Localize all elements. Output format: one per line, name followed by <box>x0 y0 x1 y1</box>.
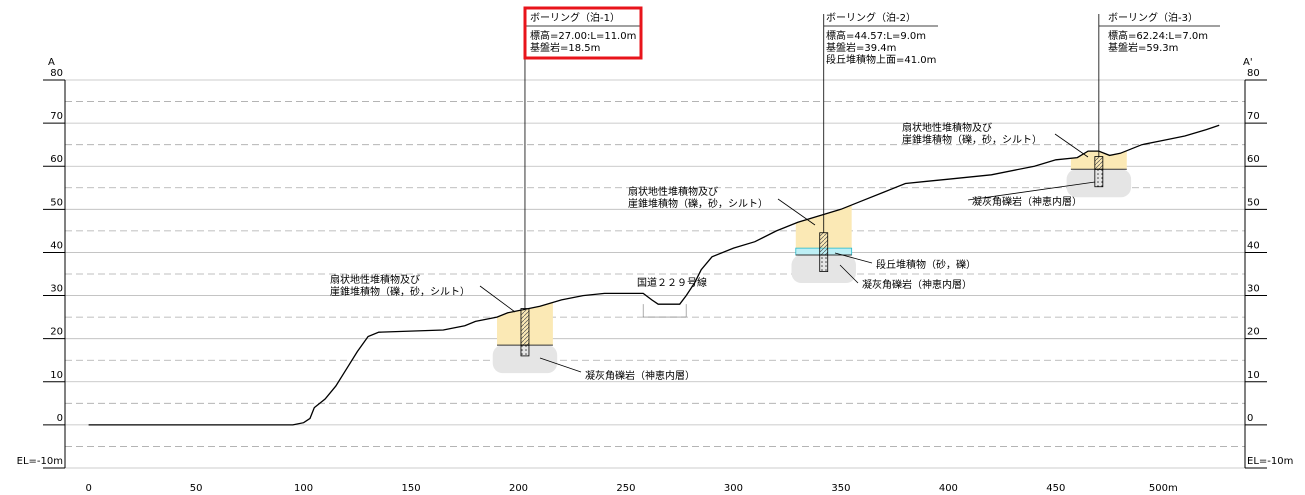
y-tick-label-right: 40 <box>1247 240 1260 251</box>
borehole-upper <box>520 308 530 346</box>
borehole-info: 基盤岩=39.4m <box>826 41 896 54</box>
label-leader <box>967 181 1096 201</box>
geology-label: 国道２２９号線 <box>637 276 707 289</box>
y-tick-label: 70 <box>50 111 63 122</box>
geology-label: 崖錐堆積物（礫，砂，シルト） <box>330 285 470 298</box>
y-tick-label-right: 60 <box>1247 154 1260 165</box>
y-tick-label: 60 <box>50 154 63 165</box>
y-tick-label: 0 <box>57 413 63 424</box>
x-tick-label: 50 <box>190 483 203 494</box>
x-tick-label: 0 <box>85 483 91 494</box>
borehole-info: 段丘堆積物上面=41.0m <box>826 53 936 66</box>
x-tick-label: 100 <box>294 483 313 494</box>
borehole-info: 標高=62.24:L=7.0m <box>1108 29 1208 42</box>
y-tick-label: EL=-10m <box>17 456 63 467</box>
y-tick-label-right: 30 <box>1247 284 1260 295</box>
y-tick-label-right: 50 <box>1247 197 1260 208</box>
x-tick-label: 200 <box>509 483 528 494</box>
y-tick-label: 40 <box>50 240 63 251</box>
label-leader <box>839 264 859 284</box>
x-tick-label: 150 <box>402 483 421 494</box>
borehole-lower <box>520 344 530 357</box>
label-leader <box>479 285 516 313</box>
y-tick-label: 10 <box>50 370 63 381</box>
geology-label: 扇状地性堆積物及び <box>902 121 992 134</box>
y-tick-label-right: 0 <box>1247 413 1253 424</box>
section-end: A' <box>1243 57 1253 68</box>
geology-label: 崖錐堆積物（礫，砂，シルト） <box>902 133 1042 146</box>
terrain-profile <box>88 124 1220 426</box>
borehole-info: 基盤岩=59.3m <box>1108 41 1178 54</box>
x-tick-label: 300 <box>724 483 743 494</box>
y-tick-label: 30 <box>50 284 63 295</box>
geology-label: 扇状地性堆積物及び <box>628 185 718 198</box>
geology-label: 凝灰角礫岩（神恵内層） <box>585 369 695 382</box>
x-tick-label: 250 <box>616 483 635 494</box>
label-leader <box>539 357 582 373</box>
x-tick-label: 400 <box>939 483 958 494</box>
label-leader <box>1054 133 1089 158</box>
borehole-info: 標高=44.57:L=9.0m <box>826 29 926 42</box>
borehole-title: ボーリング（泊-1） <box>530 11 620 24</box>
geology-label: 崖錐堆積物（礫，砂，シルト） <box>628 197 768 210</box>
geology-label: 段丘堆積物（砂，礫） <box>876 258 976 271</box>
y-tick-label-right: 20 <box>1247 327 1260 338</box>
label-leader <box>834 252 873 264</box>
y-tick-label: 50 <box>50 197 63 208</box>
borehole-lower <box>1094 168 1104 188</box>
y-tick-label: 20 <box>50 327 63 338</box>
bedrock-zone <box>492 345 558 374</box>
borehole-info: 基盤岩=18.5m <box>530 41 600 54</box>
borehole-title: ボーリング（泊-2） <box>826 11 916 24</box>
x-tick-label: 350 <box>831 483 850 494</box>
y-tick-label-right: 80 <box>1247 68 1260 79</box>
borehole-title: ボーリング（泊-3） <box>1108 11 1198 24</box>
borehole-info: 標高=27.00:L=11.0m <box>530 29 636 42</box>
label-leader <box>777 198 816 226</box>
borehole-lower <box>819 254 829 272</box>
x-tick-label: 500m <box>1149 483 1178 494</box>
highlight-box <box>523 6 643 60</box>
y-tick-label: 80 <box>50 68 63 79</box>
x-tick-label: 450 <box>1046 483 1065 494</box>
borehole-upper <box>819 232 829 256</box>
geology-label: 凝灰角礫岩（神恵内層） <box>972 195 1082 208</box>
y-tick-label-right: EL=-10m <box>1247 456 1293 467</box>
borehole-upper <box>1094 156 1104 170</box>
y-tick-label-right: 70 <box>1247 111 1260 122</box>
y-tick-label-right: 10 <box>1247 370 1260 381</box>
geology-label: 凝灰角礫岩（神恵内層） <box>862 278 972 291</box>
geology-label: 扇状地性堆積物及び <box>330 273 420 286</box>
section-start: A <box>48 57 55 68</box>
